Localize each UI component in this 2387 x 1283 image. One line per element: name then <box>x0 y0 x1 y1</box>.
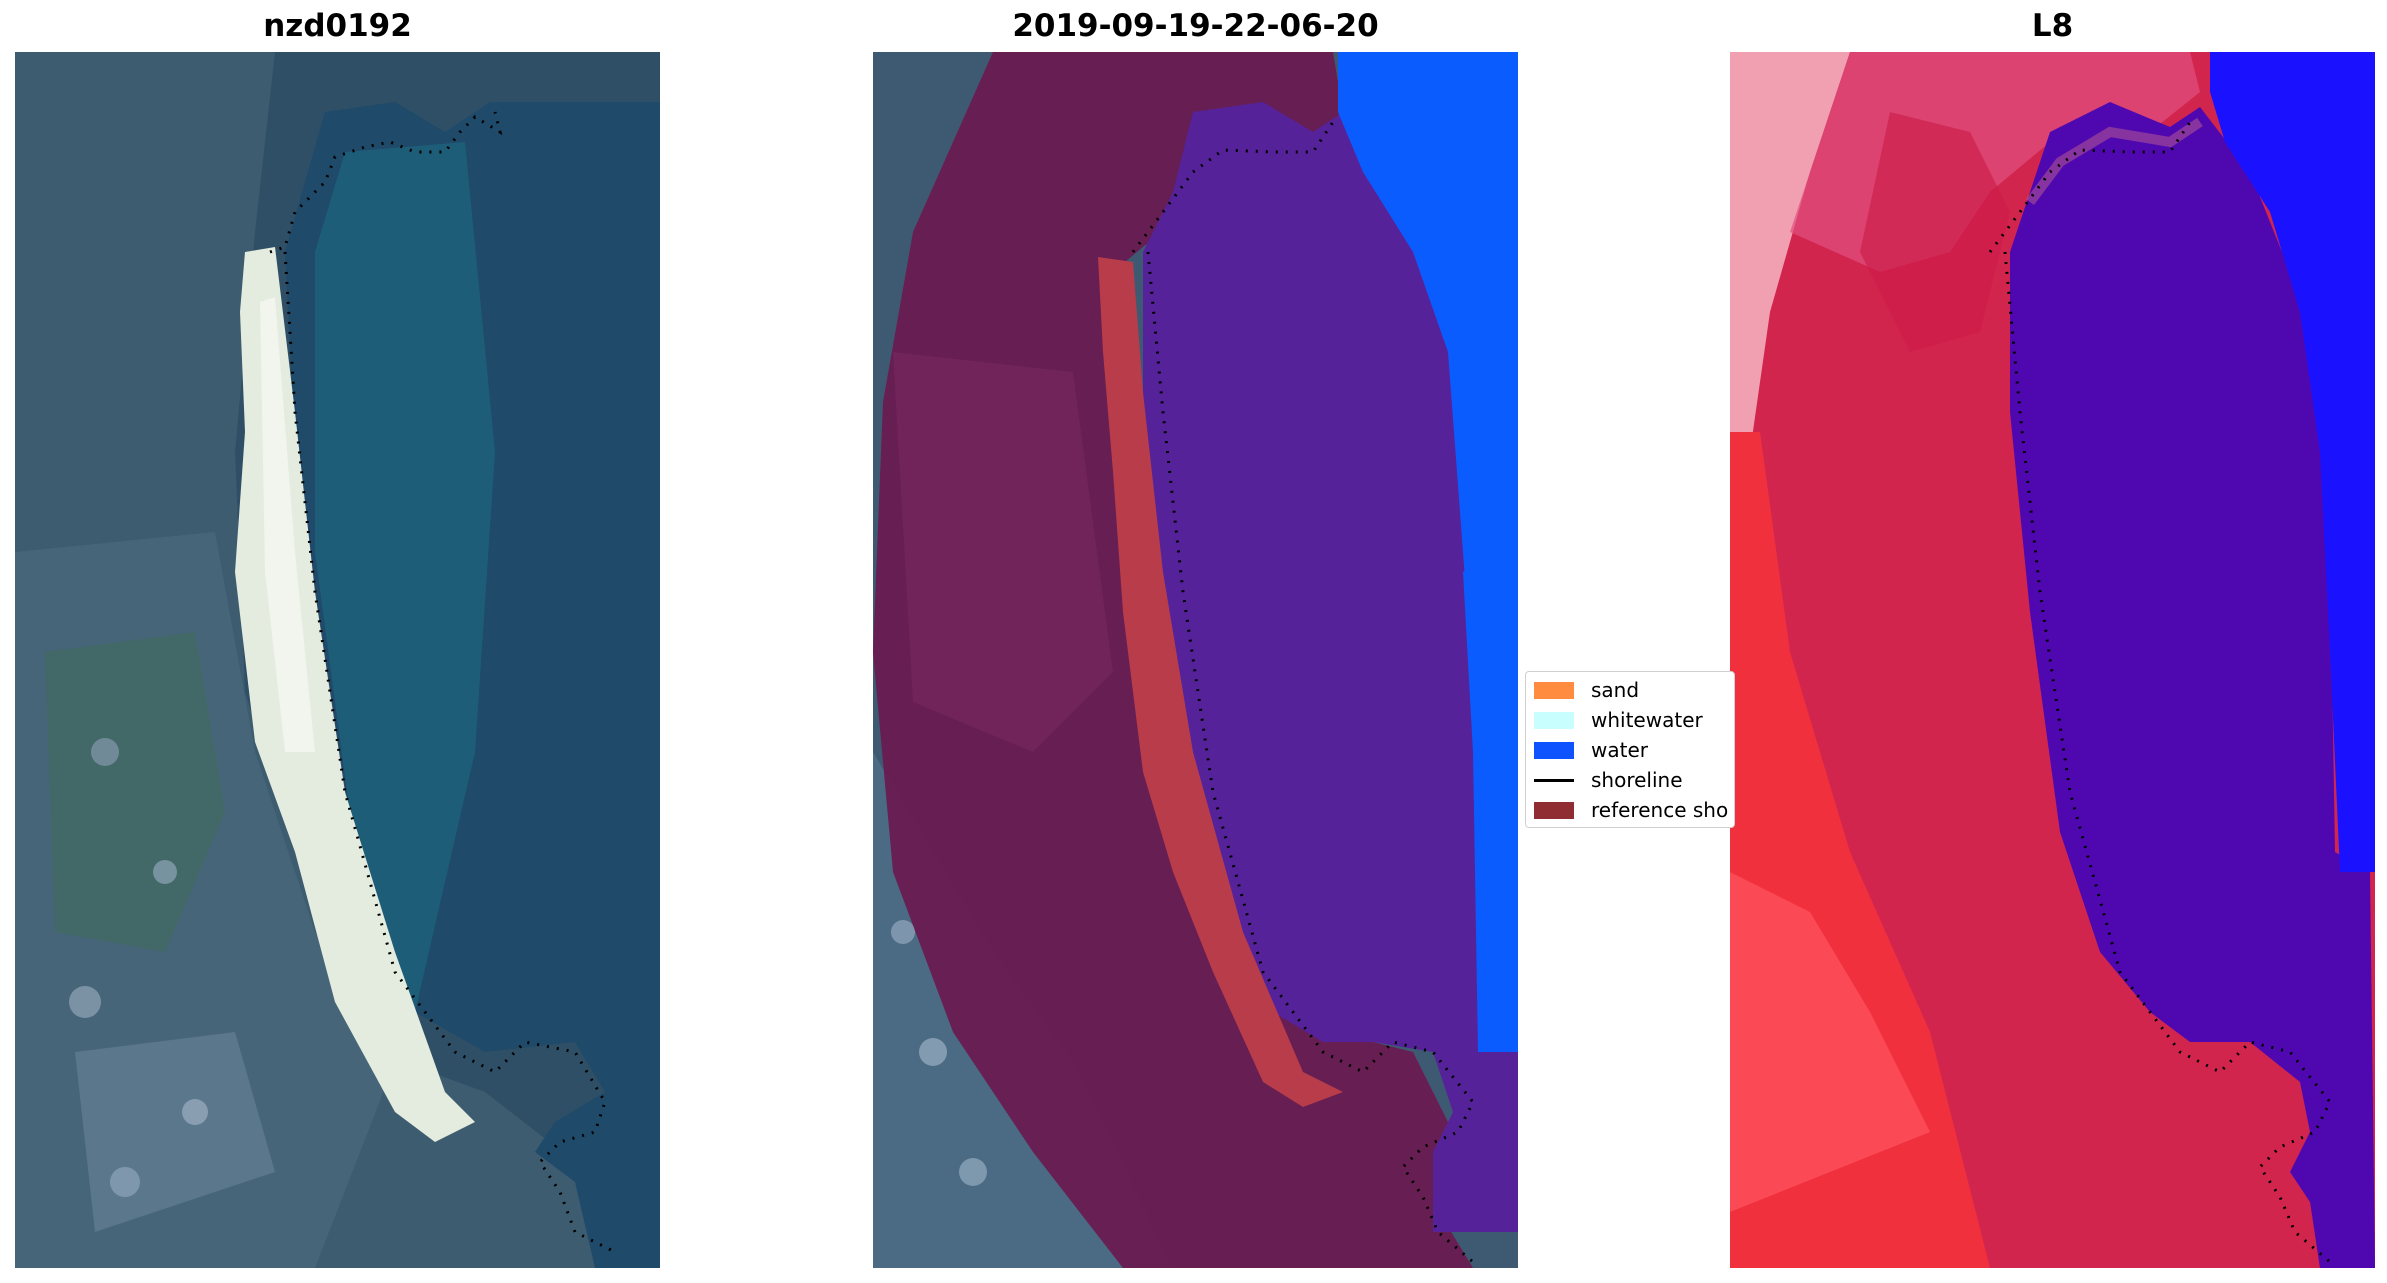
legend-item-whitewater: whitewater <box>1534 708 1703 732</box>
legend-item-water: water <box>1534 738 1648 762</box>
legend-label-water: water <box>1591 738 1648 762</box>
legend-label-reference-shoreline: reference sho <box>1591 798 1729 822</box>
legend-item-sand: sand <box>1534 678 1639 702</box>
sand-swatch <box>1534 681 1574 699</box>
classified-image <box>873 52 1518 1268</box>
legend-label-shoreline: shoreline <box>1591 768 1683 792</box>
legend-item-shoreline: shoreline <box>1534 768 1683 792</box>
legend-item-reference-shoreline: reference sho <box>1534 798 1728 822</box>
classified-image-panel <box>873 52 1518 1268</box>
water-swatch <box>1534 741 1574 759</box>
panel-title-index: L8 <box>2031 8 2074 44</box>
rgb-satellite-image <box>15 52 660 1268</box>
legend-label-whitewater: whitewater <box>1591 708 1703 732</box>
rgb-image-panel <box>15 52 660 1268</box>
index-image <box>1730 52 2375 1268</box>
whitewater-swatch <box>1534 711 1574 729</box>
shoreline-swatch <box>1534 778 1574 782</box>
panel-title-rgb: nzd0192 <box>263 8 412 44</box>
legend-label-sand: sand <box>1591 678 1640 702</box>
index-image-panel <box>1730 52 2375 1268</box>
legend: sand whitewater water shoreline referenc… <box>1525 671 1735 828</box>
panel-title-classified: 2019-09-19-22-06-20 <box>1012 8 1379 44</box>
reference-shoreline-swatch <box>1534 801 1574 819</box>
